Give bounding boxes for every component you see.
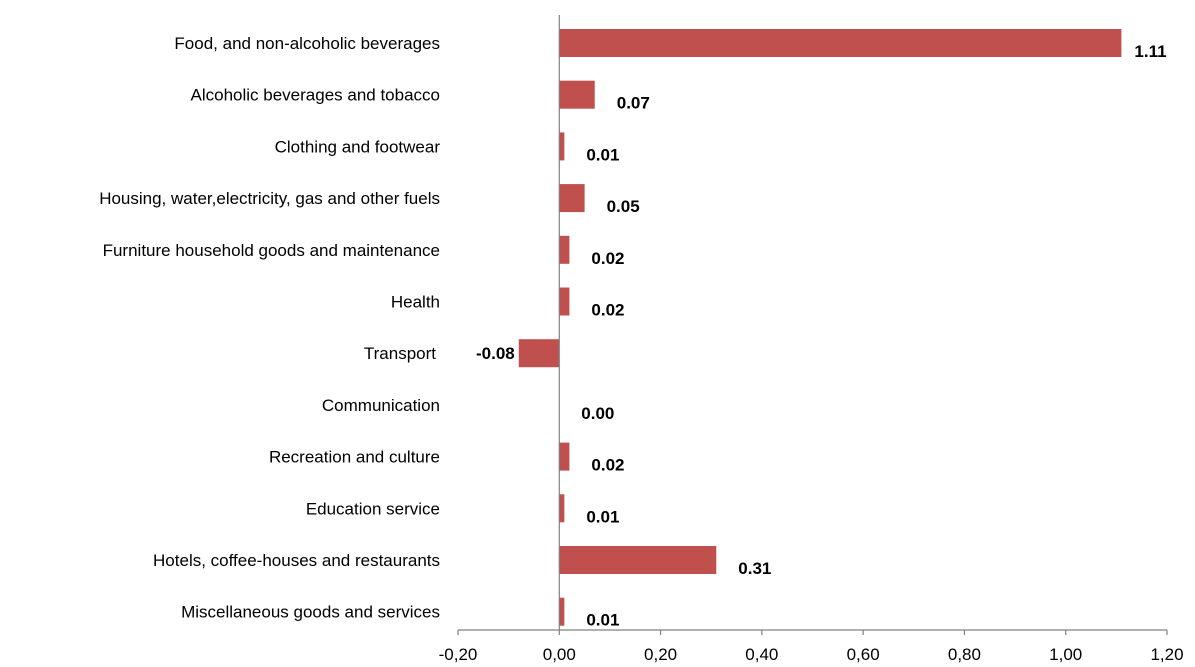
x-axis-ticks: -0,20 0,00 0,20 0,40 0,60 0,80 1,00 1,20	[439, 630, 1184, 664]
category-label-5: Health	[391, 293, 440, 312]
bar-4	[559, 235, 570, 264]
category-label-10: Hotels, coffee-houses and restaurants	[153, 551, 440, 570]
category-labels: Food, and non-alcoholic beverages Alcohol…	[99, 34, 440, 622]
value-label-0: 1.11	[1134, 42, 1166, 61]
value-label-1: 0.07	[617, 94, 650, 113]
bars-group	[518, 29, 1122, 626]
category-label-8: Recreation and culture	[269, 448, 440, 467]
x-tick-label-6: 1,00	[1049, 645, 1082, 664]
x-tick-label-2: 0,20	[644, 645, 677, 664]
bar-0	[559, 29, 1122, 57]
value-label-9: 0.01	[586, 507, 619, 526]
bar-5	[559, 287, 570, 316]
bar-1	[559, 80, 595, 109]
category-label-4: Furniture household goods and maintenanc…	[103, 241, 440, 260]
bar-9	[559, 494, 565, 523]
x-tick-label-5: 0,80	[948, 645, 981, 664]
value-label-6: -0.08	[476, 344, 515, 363]
category-label-3: Housing, water,electricity, gas and othe…	[99, 189, 440, 208]
value-label-2: 0.01	[586, 145, 619, 164]
x-tick-label-1: 0,00	[543, 645, 576, 664]
bar-11	[559, 597, 565, 626]
category-label-11: Miscellaneous goods and services	[181, 603, 440, 622]
value-label-3: 0.05	[607, 197, 640, 216]
value-labels: 1.11 0.07 0.01 0.05 0.02 0.02 -0.08 0.00 0.02 0.0…	[476, 42, 1167, 630]
bar-3	[559, 184, 585, 213]
value-label-4: 0.02	[591, 249, 624, 268]
category-label-6: Transport	[364, 344, 436, 363]
bar-2	[559, 132, 565, 161]
category-label-2: Clothing and footwear	[275, 137, 441, 156]
x-tick-label-7: 1,20	[1150, 645, 1183, 664]
x-tick-label-4: 0,60	[847, 645, 880, 664]
bar-8	[559, 442, 570, 471]
category-label-0: Food, and non-alcoholic beverages	[174, 34, 440, 53]
value-label-10: 0.31	[738, 559, 771, 578]
bar-10	[559, 546, 717, 574]
value-label-11: 0.01	[586, 611, 619, 630]
category-label-9: Education service	[306, 499, 440, 518]
category-label-7: Communication	[322, 396, 440, 415]
bar-6	[518, 339, 560, 368]
x-tick-label-3: 0,40	[745, 645, 778, 664]
x-tick-label-0: -0,20	[439, 645, 478, 664]
value-label-8: 0.02	[591, 456, 624, 475]
value-label-5: 0.02	[591, 301, 624, 320]
category-label-1: Alcoholic beverages and tobacco	[191, 86, 441, 105]
value-label-7: 0.00	[581, 404, 614, 423]
